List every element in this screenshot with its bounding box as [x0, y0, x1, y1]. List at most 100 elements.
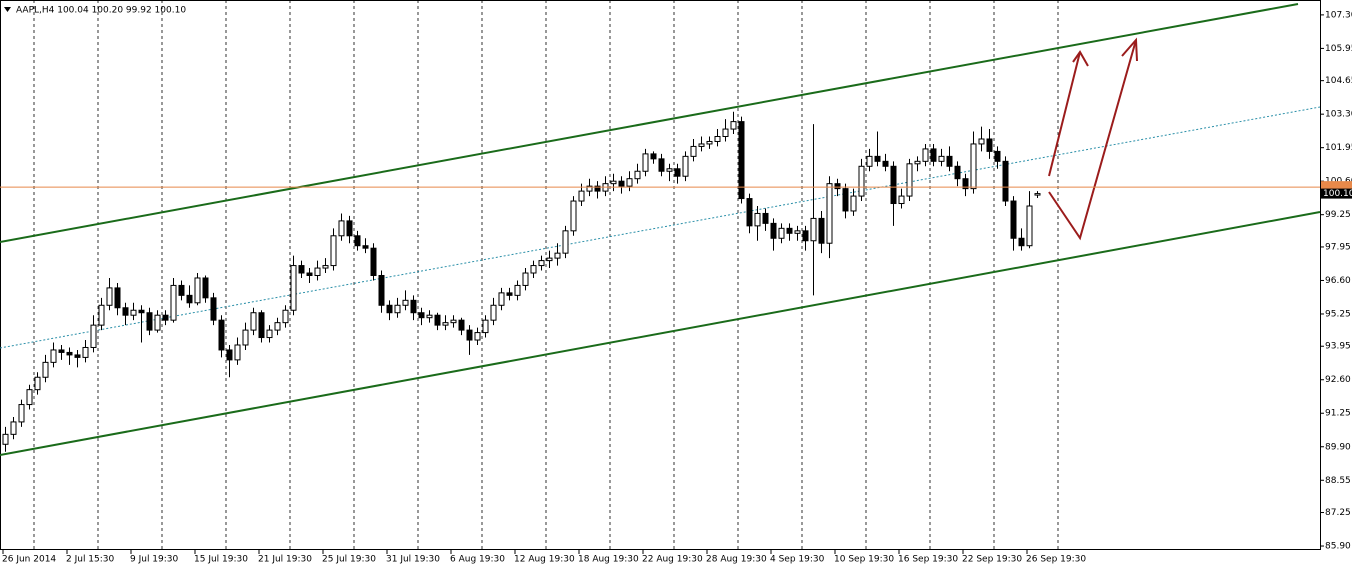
- y-tick-label: 105.95: [1325, 44, 1352, 54]
- arrow-head: [1072, 50, 1089, 67]
- candle-body: [906, 163, 913, 197]
- x-tick-label: 4 Sep 19:30: [770, 555, 825, 565]
- candle-body: [802, 230, 809, 242]
- candle-body: [426, 314, 433, 319]
- menu-triangle[interactable]: [4, 7, 11, 12]
- candle-body: [674, 168, 681, 177]
- candle-body: [74, 354, 81, 358]
- x-tick-label: 28 Aug 19:30: [706, 555, 767, 565]
- candle-body: [914, 160, 921, 165]
- candle-body: [498, 292, 505, 306]
- candle-body: [810, 217, 817, 242]
- candle-body: [634, 170, 641, 180]
- channel-upper: [0, 3, 1299, 243]
- candle-body: [402, 299, 409, 306]
- candle-body: [522, 272, 529, 286]
- candle-body: [962, 178, 969, 190]
- candle-body: [282, 309, 289, 324]
- candle-body: [818, 217, 825, 244]
- candle-body: [346, 220, 353, 237]
- candle-body: [898, 195, 905, 205]
- x-tick-label: 31 Jul 19:30: [386, 555, 440, 565]
- y-tick-label: 97.95: [1325, 242, 1351, 252]
- candle-body: [450, 319, 457, 324]
- candle-body: [514, 284, 521, 296]
- candle-body: [298, 265, 305, 274]
- candle-body: [42, 361, 49, 378]
- candle-body: [458, 319, 465, 331]
- x-tick-label: 18 Aug 19:30: [578, 555, 639, 565]
- x-tick-label: 25 Jul 19:30: [322, 555, 376, 565]
- candle-body: [306, 272, 313, 276]
- candle-body: [266, 329, 273, 339]
- x-tick-label: 9 Jul 19:30: [130, 555, 179, 565]
- candle-body: [474, 332, 481, 341]
- candle-body: [698, 143, 705, 147]
- candle-body: [466, 329, 473, 341]
- candle-body: [234, 344, 241, 361]
- candle-body: [922, 148, 929, 162]
- candle-body: [178, 284, 185, 296]
- candle-body: [786, 227, 793, 234]
- candle-body: [506, 292, 513, 296]
- candle-body: [250, 312, 257, 331]
- candle-body: [314, 267, 321, 276]
- candle-body: [1034, 193, 1041, 196]
- x-tick-label: 21 Jul 19:30: [258, 555, 312, 565]
- candle-body: [578, 190, 585, 202]
- y-tick-label: 107.30: [1325, 10, 1352, 20]
- candle-body: [138, 309, 145, 314]
- candle-body: [730, 121, 737, 130]
- plot-frame: [0, 0, 1321, 550]
- candle-body: [274, 322, 281, 331]
- candle-body: [90, 324, 97, 348]
- candle-body: [530, 265, 537, 274]
- candle-body: [10, 421, 17, 435]
- candle-body: [386, 304, 393, 314]
- y-tick-label: 99.25: [1325, 210, 1351, 220]
- candle-body: [354, 235, 361, 247]
- x-tick-label: 22 Aug 19:30: [642, 555, 703, 565]
- y-tick-label: 85.90: [1325, 542, 1351, 552]
- candle-body: [666, 168, 673, 172]
- y-tick-label: 95.25: [1325, 309, 1351, 319]
- candle-body: [538, 260, 545, 267]
- candle-body: [218, 319, 225, 351]
- candle-body: [746, 198, 753, 227]
- candle-body: [722, 128, 729, 138]
- candle-body: [562, 230, 569, 254]
- candle-body: [618, 180, 625, 187]
- candle-body: [866, 155, 873, 167]
- candle-body: [770, 222, 777, 239]
- candle-body: [154, 314, 161, 331]
- candle-body: [650, 153, 657, 160]
- candle-body: [66, 351, 73, 356]
- candle-body: [570, 200, 577, 232]
- candle-body: [226, 349, 233, 361]
- candle-body: [890, 165, 897, 205]
- candle-body: [98, 304, 105, 326]
- x-tick-label: 26 Jun 2014: [2, 555, 56, 565]
- y-tick-label: 88.55: [1325, 476, 1351, 486]
- candle-body: [2, 433, 9, 445]
- candle-body: [794, 230, 801, 234]
- chart-title: AAPL,H4 100.04 100.20 99.92 100.10: [16, 6, 186, 16]
- candle-body: [994, 150, 1001, 162]
- candle-body: [762, 212, 769, 224]
- y-tick-label: 89.90: [1325, 442, 1351, 452]
- x-tick-label: 22 Sep 19:30: [962, 555, 1022, 565]
- y-tick-label: 104.65: [1325, 76, 1352, 86]
- x-tick-label: 2 Jul 15:30: [66, 555, 115, 565]
- candle-body: [330, 235, 337, 267]
- candle-body: [658, 158, 665, 172]
- candle-body: [210, 297, 217, 321]
- candle-body: [778, 227, 785, 239]
- candle-body: [834, 183, 841, 190]
- candles: [2, 111, 1041, 452]
- candle-body: [410, 299, 417, 314]
- candle-body: [26, 389, 33, 406]
- candle-body: [418, 312, 425, 319]
- candle-body: [826, 183, 833, 244]
